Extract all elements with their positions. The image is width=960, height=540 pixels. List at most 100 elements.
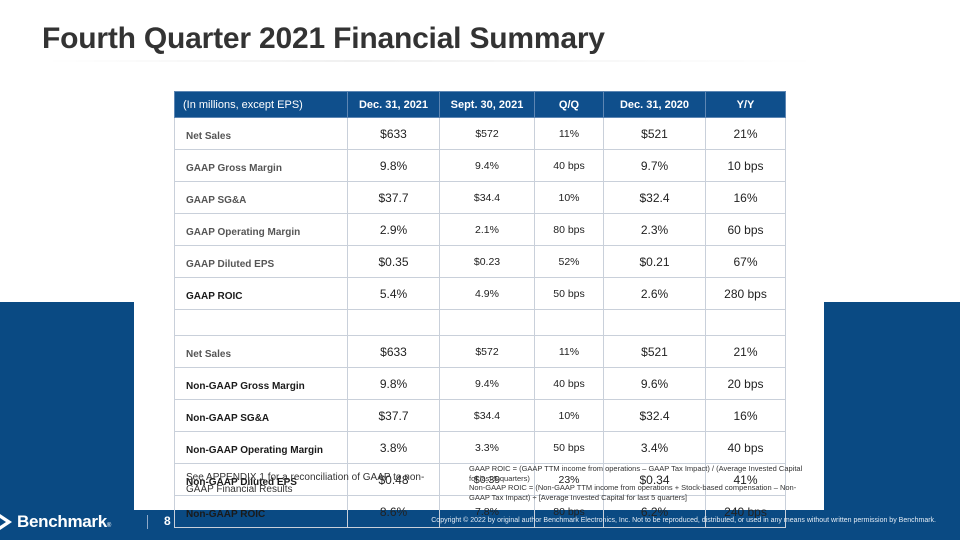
table-cell: $521 [603,335,706,368]
row-label: Non-GAAP ROIC [174,495,348,528]
table-cell: 20 bps [705,367,786,400]
table-cell: 40 bps [705,431,786,464]
table-cell: 3.4% [603,431,706,464]
table-cell: 80 bps [534,495,604,528]
table-row: Non-GAAP ROIC 8.6% 7.8% 80 bps 6.2% 240 bps [174,495,786,528]
row-label: Non-GAAP Operating Margin [174,431,348,464]
table-row: Net Sales $633 $572 11% $521 21% [174,117,786,150]
logo-wordmark: Benchmark [17,512,107,531]
table-cell: 50 bps [534,431,604,464]
table-cell: $521 [603,117,706,150]
table-cell: 280 bps [705,277,786,310]
column-header: Q/Q [534,91,604,118]
column-header: Dec. 31, 2020 [603,91,706,118]
table-cell: 10% [534,399,604,432]
table-row: GAAP SG&A $37.7 $34.4 10% $32.4 16% [174,181,786,214]
footer-divider [147,515,148,529]
table-cell: 9.8% [347,367,440,400]
benchmark-logo: Benchmark ® [0,510,111,534]
copyright-notice: Copyright © 2022 by original author Benc… [431,517,936,524]
financial-summary-table: (In millions, except EPS) Dec. 31, 2021 … [174,91,786,528]
table-cell: 8.6% [347,495,440,528]
row-label: Non-GAAP SG&A [174,399,348,432]
table-cell: 3.8% [347,431,440,464]
table-cell: 9.8% [347,149,440,182]
table-cell: $32.4 [603,181,706,214]
table-cell: $633 [347,117,440,150]
table-cell: 9.4% [439,149,535,182]
table-cell: 11% [534,335,604,368]
table-cell: 2.9% [347,213,440,246]
table-cell: 4.9% [439,277,535,310]
table-cell: $633 [347,335,440,368]
row-label: Non-GAAP Gross Margin [174,367,348,400]
row-label: GAAP ROIC [174,277,348,310]
table-row: Non-GAAP SG&A $37.7 $34.4 10% $32.4 16% [174,399,786,432]
empty-cell [174,309,348,336]
table-cell: 23% [534,463,604,496]
column-header: Y/Y [705,91,786,118]
table-cell: 40 bps [534,149,604,182]
separator-row [174,309,786,336]
row-label: GAAP Gross Margin [174,149,348,182]
table-cell: 40 bps [534,367,604,400]
empty-cell [603,309,706,336]
table-cell: 11% [534,117,604,150]
table-cell: 50 bps [534,277,604,310]
table-cell: 2.1% [439,213,535,246]
title-underline [42,60,822,62]
table-cell: 240 bps [705,495,786,528]
table-cell: 2.3% [603,213,706,246]
table-cell: $37.7 [347,181,440,214]
table-cell: $0.34 [603,463,706,496]
appendix-note: See APPENDIX 1 for a reconciliation of G… [186,472,425,495]
table-cell: 21% [705,117,786,150]
non-gaap-roic-definition: Non-GAAP ROIC = (Non-GAAP TTM income fro… [469,483,797,502]
logo-chevron-icon [0,514,12,530]
gaap-roic-definition: GAAP ROIC = (GAAP TTM income from operat… [469,464,803,483]
table-cell: 3.3% [439,431,535,464]
table-header-row: (In millions, except EPS) Dec. 31, 2021 … [174,91,786,118]
table-cell: 6.2% [603,495,706,528]
table-cell: 52% [534,245,604,278]
row-label: Net Sales [174,117,348,150]
table-row: GAAP ROIC 5.4% 4.9% 50 bps 2.6% 280 bps [174,277,786,310]
row-label: GAAP SG&A [174,181,348,214]
row-label: Non-GAAP Diluted EPS [174,463,348,496]
table-cell: $37.7 [347,399,440,432]
table-cell: $0.23 [439,245,535,278]
table-row: GAAP Operating Margin 2.9% 2.1% 80 bps 2.3% 6… [174,213,786,246]
table-row: Non-GAAP Gross Margin 9.8% 9.4% 40 bps 9.6% 2… [174,367,786,400]
slide-title: Fourth Quarter 2021 Financial Summary [42,22,605,55]
table-cell: 5.4% [347,277,440,310]
table-cell: 60 bps [705,213,786,246]
row-label: Net Sales [174,335,348,368]
row-label: GAAP Diluted EPS [174,245,348,278]
roic-definitions: GAAP ROIC = (GAAP TTM income from operat… [469,464,809,502]
table-cell: 80 bps [534,213,604,246]
table-cell: 9.7% [603,149,706,182]
table-cell: 9.6% [603,367,706,400]
column-header: Sept. 30, 2021 [439,91,535,118]
table-cell: 67% [705,245,786,278]
column-header: (In millions, except EPS) [174,91,348,118]
table-cell: $34.4 [439,399,535,432]
table-cell: 2.6% [603,277,706,310]
table-row: GAAP Diluted EPS $0.35 $0.23 52% $0.21 67% [174,245,786,278]
empty-cell [439,309,535,336]
page-number: 8 [164,514,171,528]
logo-registered-mark: ® [106,523,112,529]
table-cell: $572 [439,117,535,150]
table-cell: $0.21 [603,245,706,278]
table-cell: 7.8% [439,495,535,528]
table-cell: $32.4 [603,399,706,432]
empty-cell [347,309,440,336]
table-cell: 10% [534,181,604,214]
column-header: Dec. 31, 2021 [347,91,440,118]
table-cell: 16% [705,181,786,214]
empty-cell [705,309,786,336]
table-row: GAAP Gross Margin 9.8% 9.4% 40 bps 9.7% 10 bp… [174,149,786,182]
row-label: GAAP Operating Margin [174,213,348,246]
table-cell: $572 [439,335,535,368]
table-cell: $0.35 [347,245,440,278]
